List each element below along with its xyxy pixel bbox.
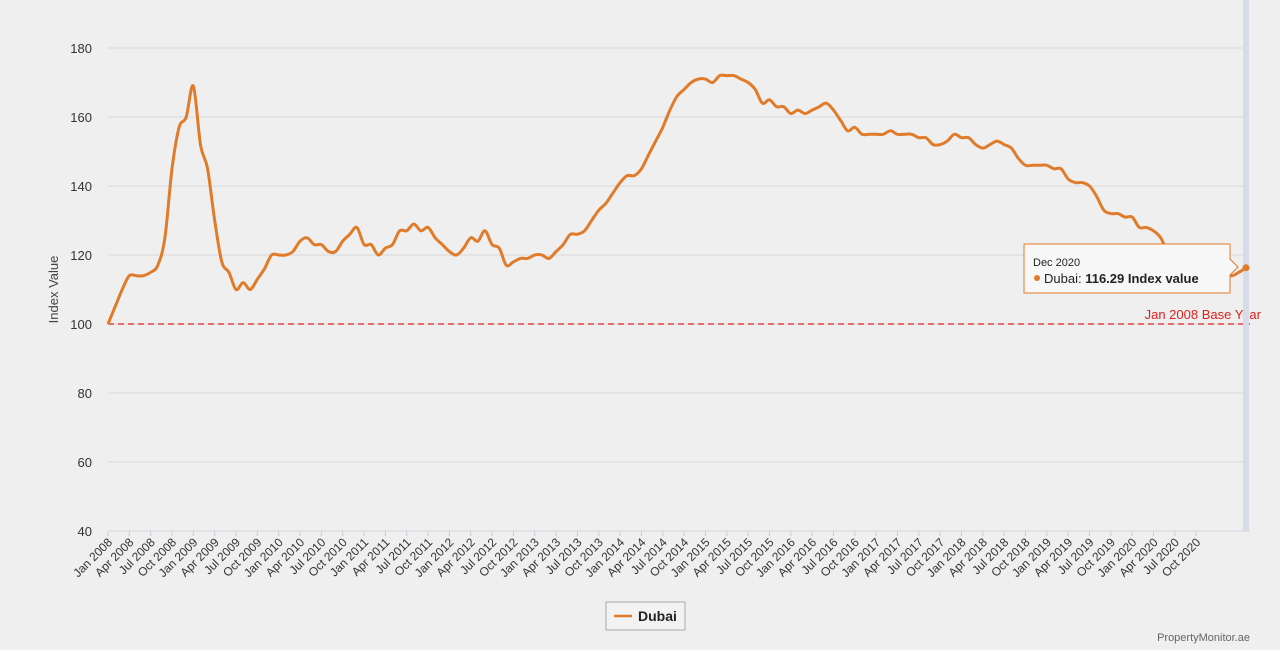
y-tick-label: 100: [70, 317, 92, 332]
tooltip-unit: Index value: [1128, 271, 1199, 286]
hover-point[interactable]: [1242, 264, 1250, 272]
y-axis-label: Index Value: [46, 256, 61, 324]
baseline: Jan 2008 Base Year: [108, 307, 1262, 325]
y-tick-label: 140: [70, 179, 92, 194]
y-tick-label: 180: [70, 41, 92, 56]
tooltip-value: 116.29: [1085, 271, 1124, 286]
tooltip-date: Dec 2020: [1033, 257, 1080, 269]
y-tick-label: 80: [78, 386, 92, 401]
tooltip-separator: :: [1078, 271, 1085, 286]
y-tick-label: 120: [70, 248, 92, 263]
series-line-dubai[interactable]: [106, 73, 1247, 325]
tooltip-box: [1023, 243, 1239, 294]
tooltip: Dec 2020 Dubai: 116.29 Index value: [1023, 243, 1239, 294]
tooltip-series-marker: [1034, 275, 1040, 281]
y-tick-label: 40: [78, 524, 92, 539]
baseline-label: Jan 2008 Base Year: [1145, 307, 1262, 322]
legend-label-dubai[interactable]: Dubai: [638, 608, 677, 624]
tooltip-line: Dubai: 116.29 Index value: [1044, 271, 1199, 286]
credit-text[interactable]: PropertyMonitor.ae: [1157, 632, 1250, 644]
y-tick-label: 160: [70, 110, 92, 125]
y-tick-label: 60: [78, 455, 92, 470]
y-axis-ticks: 40 60 80 100 120 140 160 180: [70, 41, 92, 539]
tooltip-series: Dubai: [1044, 271, 1078, 286]
legend[interactable]: Dubai: [605, 601, 686, 631]
